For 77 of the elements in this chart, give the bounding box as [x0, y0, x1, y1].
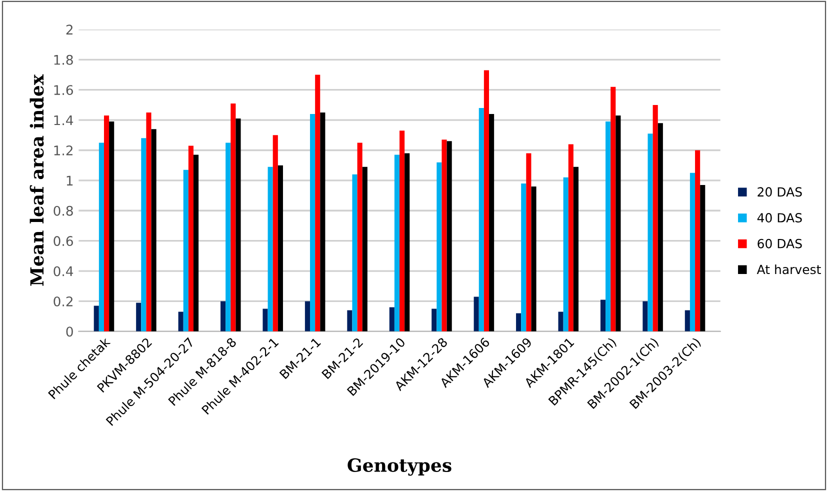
bar: [278, 165, 283, 332]
bar: [141, 138, 146, 332]
y-tick-label: 1.4: [54, 115, 74, 126]
bar: [109, 122, 114, 332]
y-tick-label: 1.8: [54, 54, 73, 65]
y-tick-label: 0.2: [54, 296, 72, 306]
bar: [568, 144, 574, 332]
bar: [178, 312, 184, 332]
legend-label: 20 DAS: [758, 187, 802, 197]
bar: [658, 123, 663, 332]
bar: [394, 154, 400, 332]
y-tick-label: 1: [66, 176, 73, 186]
bar: [558, 312, 564, 332]
bar: [652, 104, 658, 332]
bar: [236, 118, 241, 332]
bar: [320, 112, 326, 332]
y-tick-label: 0.4: [54, 266, 74, 276]
y-tick-label: 1.2: [54, 145, 72, 156]
bar: [521, 183, 526, 332]
bar: [573, 166, 579, 332]
y-axis-title: Mean leaf area index: [30, 74, 44, 286]
bar: [188, 146, 194, 332]
bar: [684, 310, 690, 332]
bar: [357, 142, 362, 332]
bar: [389, 307, 394, 332]
legend-label: 40 DAS: [757, 213, 802, 222]
bar: [220, 301, 226, 332]
bar: [516, 313, 522, 332]
bar: [610, 86, 616, 332]
bar: [183, 170, 188, 332]
bar: [690, 172, 696, 332]
y-tick-label: 0.6: [54, 236, 73, 246]
bar: [362, 166, 368, 332]
bar: [478, 108, 484, 332]
bar: [563, 177, 568, 332]
bar: [146, 112, 152, 332]
bar: [616, 116, 621, 332]
y-tick-label: 0.8: [54, 206, 73, 216]
legend-label: 60 DAS: [758, 238, 802, 248]
bar: [446, 141, 452, 332]
bar: [489, 114, 494, 332]
bar: [272, 135, 278, 332]
bar: [304, 301, 310, 332]
bar: [347, 310, 352, 332]
bar: [136, 302, 142, 332]
bar: [442, 140, 447, 332]
bar: [484, 70, 490, 332]
x-axis-title: Genotypes: [348, 458, 452, 476]
bar: [531, 186, 536, 332]
bar: [352, 174, 358, 332]
bar: [262, 308, 268, 332]
bar: [474, 296, 479, 332]
bar: [94, 306, 99, 332]
bar: [600, 300, 606, 332]
bar: [315, 74, 320, 332]
y-tick-label: 1.6: [54, 85, 73, 96]
y-tick-label: 2: [66, 24, 72, 34]
bar: [104, 116, 110, 332]
bar: [642, 301, 648, 332]
bar: [700, 184, 706, 332]
bar: [98, 142, 104, 332]
bar: [526, 153, 532, 332]
bar: [404, 153, 410, 332]
bar: [226, 142, 231, 332]
legend-label: At harvest: [756, 264, 821, 274]
bar: [400, 130, 405, 332]
bar: [695, 150, 700, 332]
bar: [436, 162, 442, 332]
bar: [230, 103, 236, 332]
bar: [268, 166, 273, 332]
bar: [193, 154, 199, 332]
bar: [151, 129, 156, 332]
bar: [648, 134, 653, 332]
bar: [606, 122, 611, 332]
bar: [432, 308, 437, 332]
bar: [310, 114, 316, 332]
y-tick-label: 0: [66, 326, 73, 337]
